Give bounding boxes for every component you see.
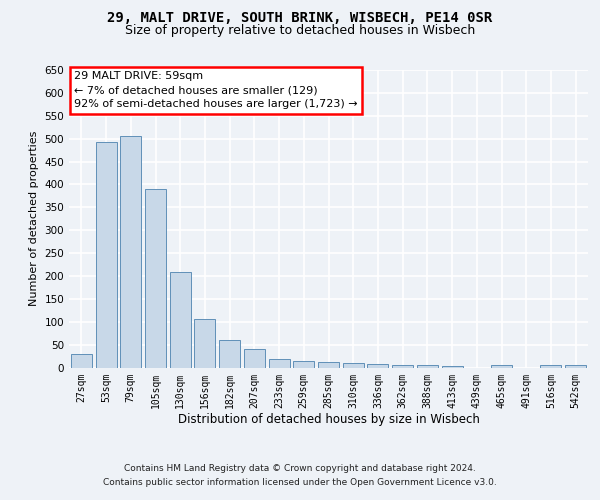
Bar (442, 366, 463, 368)
Bar (491, 365, 512, 368)
Text: Size of property relative to detached houses in Wisbech: Size of property relative to detached ho… (125, 24, 475, 37)
Bar (120, 136, 141, 368)
Bar (219, 340, 240, 367)
Bar (145, 189, 166, 368)
Bar (541, 365, 562, 368)
Bar (95, 142, 116, 368)
Text: Contains public sector information licensed under the Open Government Licence v3: Contains public sector information licen… (103, 478, 497, 487)
Text: 29, MALT DRIVE, SOUTH BRINK, WISBECH, PE14 0SR: 29, MALT DRIVE, SOUTH BRINK, WISBECH, PE… (107, 11, 493, 25)
Bar (293, 360, 314, 368)
Text: Distribution of detached houses by size in Wisbech: Distribution of detached houses by size … (178, 412, 480, 426)
Y-axis label: Number of detached properties: Number of detached properties (29, 131, 39, 306)
Bar (170, 272, 191, 368)
Bar (194, 318, 215, 368)
Text: 29 MALT DRIVE: 59sqm
← 7% of detached houses are smaller (129)
92% of semi-detac: 29 MALT DRIVE: 59sqm ← 7% of detached ho… (74, 72, 358, 110)
Bar (367, 364, 388, 368)
Bar (392, 365, 413, 368)
Bar (269, 360, 290, 368)
Text: Contains HM Land Registry data © Crown copyright and database right 2024.: Contains HM Land Registry data © Crown c… (124, 464, 476, 473)
Bar (318, 362, 339, 368)
Bar (71, 354, 92, 368)
Bar (417, 365, 438, 368)
Bar (244, 349, 265, 368)
Bar (343, 363, 364, 368)
Bar (565, 365, 586, 368)
